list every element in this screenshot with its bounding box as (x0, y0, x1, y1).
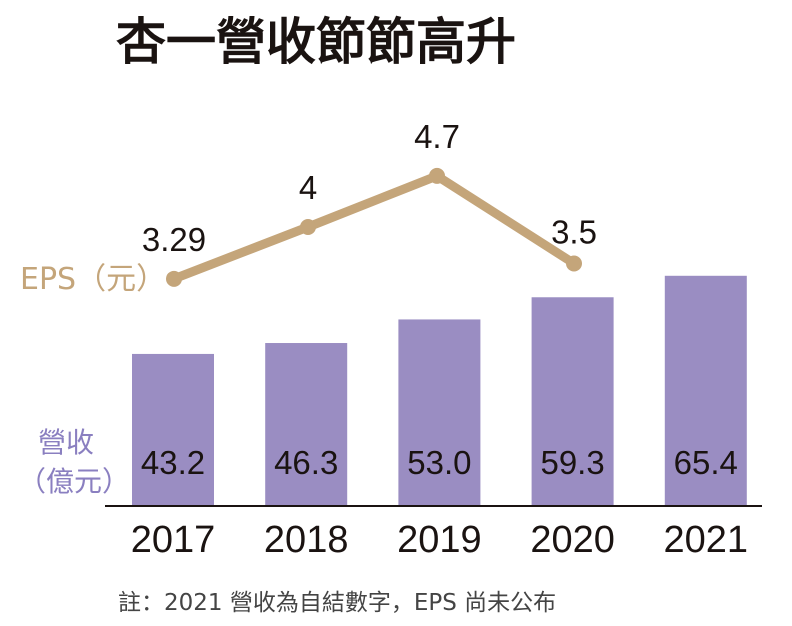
x-tick-label-2017: 2017 (131, 519, 216, 561)
eps-line (172, 171, 577, 284)
legend-revenue-line2: （億元） (18, 465, 130, 498)
eps-value-label-2019: 4.7 (414, 118, 460, 155)
bar-2017 (132, 353, 214, 506)
eps-value-label-2017: 3.29 (142, 221, 206, 258)
x-tick-label-2019: 2019 (397, 519, 482, 561)
eps-point-2017 (166, 270, 182, 287)
bar-2021 (664, 275, 747, 506)
x-tick-label-2020: 2020 (530, 519, 615, 561)
x-tick-label-2018: 2018 (264, 519, 349, 561)
legend-revenue-line1: 營收 (38, 426, 94, 459)
bar-2018 (265, 343, 348, 506)
eps-value-label-2018: 4 (299, 169, 317, 206)
bar-2019 (398, 319, 481, 506)
eps-point-2019 (429, 167, 445, 184)
eps-point-2020 (566, 255, 582, 272)
x-tick-label-2021: 2021 (664, 519, 749, 561)
bar-value-label-2020: 59.3 (540, 444, 604, 481)
eps-value-label-2020: 3.5 (551, 214, 597, 251)
footnote: 註：2021 營收為自結數字，EPS 尚未公布 (118, 590, 556, 616)
bar-value-label-2021: 65.4 (674, 444, 738, 481)
bar-value-label-2019: 53.0 (407, 444, 471, 481)
bar-value-label-2018: 46.3 (274, 444, 338, 481)
bar-value-label-2017: 43.2 (141, 444, 205, 481)
legend-eps: EPS（元） (20, 262, 166, 297)
bar-2020 (531, 297, 614, 506)
chart-title: 杏一營收節節高升 (116, 13, 516, 71)
eps-point-2018 (300, 219, 316, 235)
